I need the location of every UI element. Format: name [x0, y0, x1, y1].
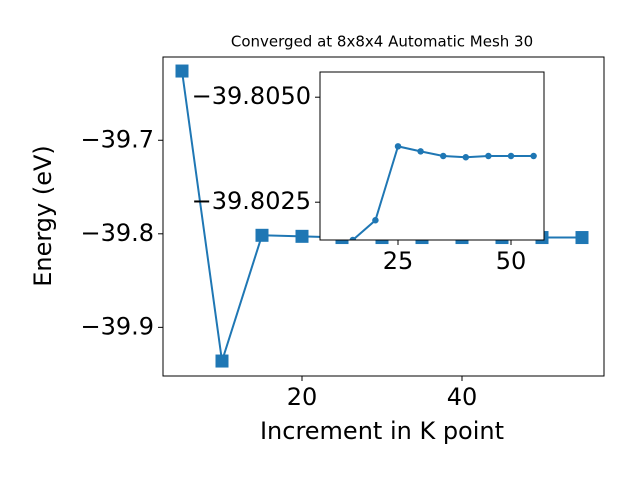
y-tick-label: −39.7: [80, 125, 154, 153]
marker: [349, 236, 357, 240]
marker: [462, 154, 470, 161]
marker: [575, 231, 589, 245]
y-tick-label: −39.8: [80, 219, 154, 247]
plot-content: [349, 143, 537, 240]
marker: [485, 152, 492, 160]
y-axis-label: Energy (eV): [29, 145, 57, 287]
axes-frame: [319, 71, 545, 241]
axes-frame: [162, 56, 605, 377]
x-tick-label: 20: [287, 383, 318, 411]
chart-title: Converged at 8x8x4 Automatic Mesh 30: [231, 33, 533, 51]
marker: [507, 152, 515, 160]
x-tick-label: 50: [496, 247, 527, 275]
x-tick-label: 25: [383, 247, 414, 275]
x-tick-label: 40: [447, 383, 478, 411]
y-tick-label: −39.8025: [192, 187, 311, 215]
marker: [530, 152, 537, 160]
marker: [295, 229, 309, 243]
marker: [439, 152, 447, 160]
marker: [372, 217, 379, 224]
marker: [394, 143, 402, 150]
marker: [175, 64, 189, 78]
marker: [255, 228, 269, 242]
y-tick-label: −39.9: [80, 312, 154, 340]
marker: [215, 354, 229, 368]
x-axis-label: Increment in K point: [260, 417, 504, 445]
marker: [417, 148, 424, 155]
y-tick-label: −39.8050: [192, 82, 311, 110]
